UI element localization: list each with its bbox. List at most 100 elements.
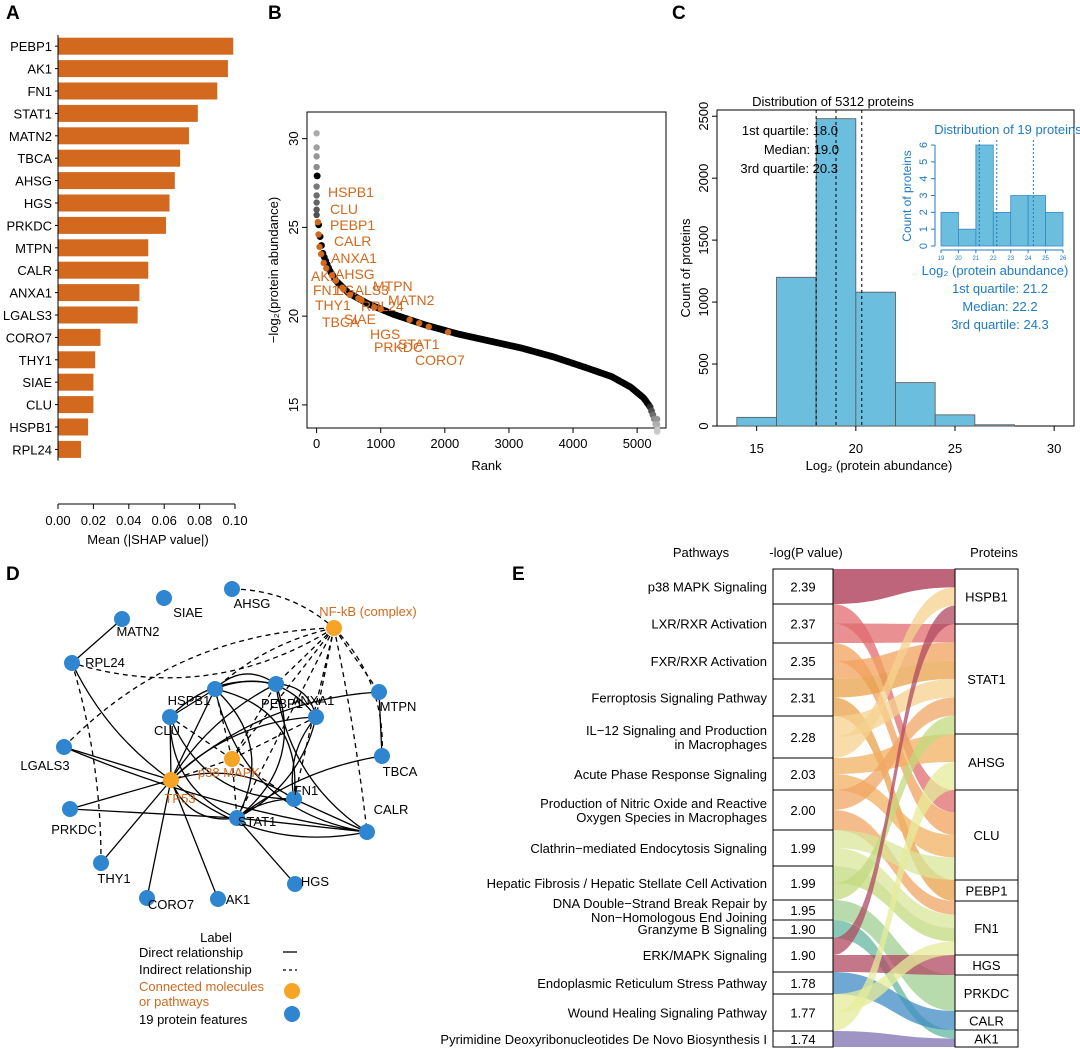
pathway-name-line-2: Non−Homologous End Joining: [591, 910, 767, 925]
pvalue-text: 1.90: [790, 922, 815, 937]
direct-edge: [236, 817, 368, 833]
pvalue-cell: [772, 865, 834, 901]
panel-d-network: AHSG SIAE MATN2 RPL24 NF-kB (complex) MTPN HSP…: [20, 581, 418, 1027]
pvalue-cell: [772, 715, 834, 759]
x-axis-title: Log₂ (protein abundance): [806, 458, 953, 473]
sankey-flow: [833, 605, 955, 955]
quartile-stat: Median: 19.0: [764, 142, 839, 157]
direct-edge: [71, 662, 172, 781]
highlight-label: FN1: [313, 282, 340, 298]
inset-x-tick-label: 25: [1042, 256, 1049, 262]
direct-edge: [236, 755, 383, 819]
highlight-label: TBCA: [322, 314, 360, 330]
highlight-label: HSPB1: [328, 184, 374, 200]
pvalue-text: 2.39: [790, 580, 815, 595]
direct-edge: [170, 779, 368, 838]
direct-edge: [293, 798, 368, 833]
highlight-label: HGS: [370, 326, 400, 342]
histogram-bar: [776, 276, 817, 427]
bar-mtpn: [58, 239, 149, 257]
pvalue-cell: [772, 1030, 834, 1048]
sankey-flow: [833, 1031, 955, 1047]
inset-quartile-stat: Median: 22.2: [962, 299, 1037, 314]
pvalue-text: 2.37: [790, 617, 815, 632]
network-node-hgs: [287, 876, 303, 892]
panel-letter-b: B: [268, 3, 282, 24]
x-tick-label: 3000: [494, 436, 523, 451]
highlight-label: PEBP1: [330, 217, 375, 233]
pathway-name: Pyrimidine Deoxyribonucleotides De Novo …: [440, 1032, 767, 1047]
highlight-label: MATN2: [388, 292, 435, 308]
network-node-label: LGALS3: [20, 758, 69, 773]
x-tick-label: 1000: [366, 436, 395, 451]
pvalue-text: 1.90: [790, 948, 815, 963]
network-node-label: NF-kB (complex): [319, 604, 417, 619]
bar-label: CLU: [26, 398, 52, 413]
protein-label: STAT1: [967, 672, 1006, 687]
x-axis-title: Rank: [471, 458, 502, 473]
bar-rpl24: [58, 440, 82, 458]
pvalue-text: 1.77: [790, 1006, 815, 1021]
network-node-ak1: [210, 891, 226, 907]
pathway-name: Granzyme B Signaling: [638, 922, 767, 937]
pvalue-text: 2.03: [790, 767, 815, 782]
bar-label: AHSG: [15, 174, 52, 189]
network-node-matn2: [114, 611, 130, 627]
network-node-label: ANXA1: [292, 693, 335, 708]
inset-y-tick-label: 0: [918, 243, 930, 249]
network-node-label: AK1: [226, 892, 251, 907]
bar-clu: [58, 396, 94, 414]
sankey-flow: [833, 697, 955, 901]
highlight-label: CORO7: [415, 352, 465, 368]
direct-edge: [214, 688, 253, 819]
pathway-name-line-2: Oxygen Species in Macrophages: [576, 810, 767, 825]
legend-connected-dot: [284, 983, 300, 999]
indirect-edge: [231, 627, 335, 760]
protein-cell: [954, 568, 1019, 625]
legend-title: Label: [200, 930, 232, 945]
direct-edge: [100, 779, 172, 864]
highlight-point-stat1: [425, 323, 433, 331]
direct-edge: [214, 688, 296, 800]
highlight-label: ANXA1: [331, 250, 377, 266]
histogram-bar: [974, 424, 1015, 427]
scatter-point-faded: [313, 211, 320, 219]
highlight-label: AK1: [311, 268, 338, 284]
highlight-label: RPL24: [361, 298, 404, 314]
pathway-name: LXR/RXR Activation: [651, 617, 767, 632]
direct-edge: [275, 683, 368, 833]
pathway-name: Acute Phase Response Signaling: [574, 767, 767, 782]
inset-bar: [1010, 195, 1029, 247]
x-tick-label: 4000: [559, 436, 588, 451]
direct-edge: [63, 746, 368, 833]
sankey-flow: [833, 643, 955, 835]
pvalue-cell: [772, 603, 834, 644]
quartile-stat: 1st quartile: 18.0: [742, 123, 838, 138]
x-tick-label: 0.02: [81, 513, 106, 528]
highlight-point-hgs: [406, 316, 413, 323]
highlight-point-fn1: [340, 286, 347, 293]
bar-thy1: [58, 351, 96, 369]
highlight-point-ak1: [332, 277, 340, 284]
bar-label: SIAE: [22, 375, 52, 390]
direct-edge: [170, 779, 219, 900]
pathway-name: ERK/MAPK Signaling: [643, 948, 767, 963]
pvalue-text: 1.99: [790, 841, 815, 856]
bar-label: PEBP1: [10, 39, 52, 54]
bar-label: CORO7: [6, 330, 52, 345]
inset-title: Distribution of 19 proteins: [934, 122, 1080, 137]
bar-label: THY1: [19, 353, 52, 368]
indirect-edge: [231, 588, 335, 629]
highlight-label: PRKDC: [374, 339, 423, 355]
network-node-tp53: [163, 772, 179, 788]
inset-bar: [940, 211, 959, 247]
highlight-label: THY1: [315, 297, 351, 313]
network-node-label: MATN2: [116, 624, 159, 639]
x-tick-label: 0.04: [116, 513, 141, 528]
direct-edge: [69, 808, 238, 819]
pvalue-text: 2.35: [790, 654, 815, 669]
network-node-prkdc: [62, 801, 78, 817]
pvalue-text: 1.74: [790, 1032, 815, 1047]
network-node-label: p38 MAPK: [198, 765, 260, 780]
